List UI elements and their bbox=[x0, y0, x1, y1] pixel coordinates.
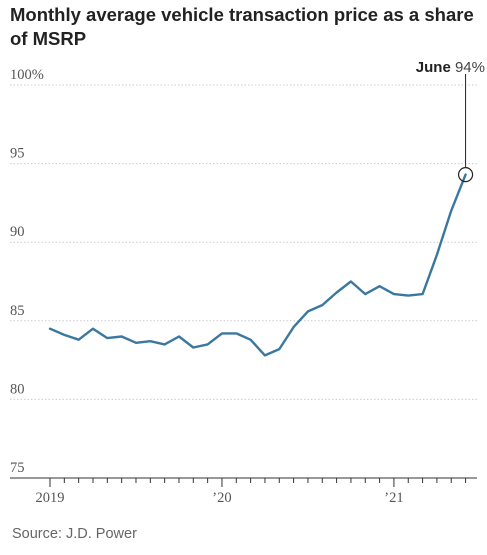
y-tick-label: 90 bbox=[10, 224, 25, 240]
chart-title: Monthly average vehicle transaction pric… bbox=[10, 4, 474, 49]
annotation-value: 94% bbox=[455, 59, 485, 76]
y-tick-label: 75 bbox=[10, 460, 25, 476]
series bbox=[48, 173, 467, 357]
y-tick-label: 100% bbox=[10, 67, 44, 83]
y-tick-label: 80 bbox=[10, 381, 25, 397]
x-axis: 2019 ’20 ’21 bbox=[36, 478, 467, 506]
annotation: June 94% bbox=[416, 59, 485, 183]
gridlines bbox=[10, 84, 477, 479]
x-tick-label: ’21 bbox=[384, 490, 403, 506]
source-note: Source: J.D. Power bbox=[12, 526, 137, 542]
y-tick-label: 85 bbox=[10, 303, 25, 319]
annotation-label: June 94% bbox=[416, 59, 485, 76]
series-line bbox=[48, 173, 467, 357]
x-tick-label: ’20 bbox=[212, 490, 231, 506]
annotation-month: June bbox=[416, 59, 455, 76]
y-axis-ticks: 75 80 85 90 95 100% bbox=[10, 67, 44, 476]
x-tick-label: 2019 bbox=[36, 490, 65, 506]
y-tick-label: 95 bbox=[10, 146, 25, 162]
annotation-marker bbox=[457, 167, 474, 183]
